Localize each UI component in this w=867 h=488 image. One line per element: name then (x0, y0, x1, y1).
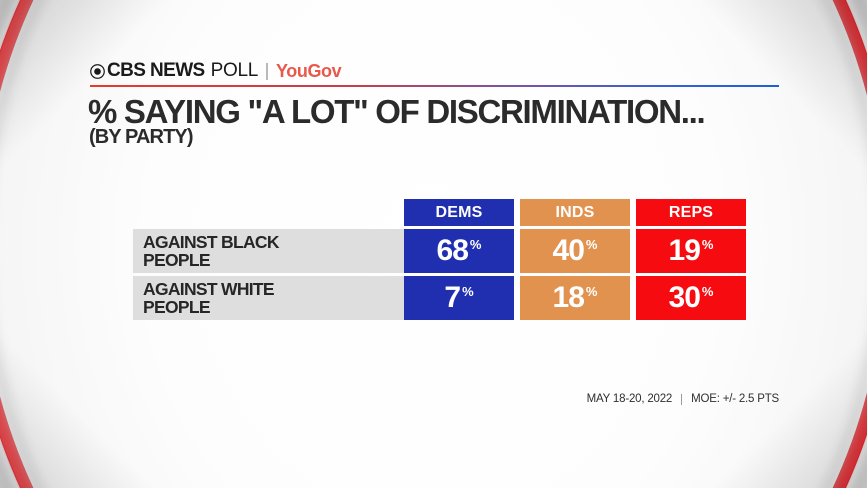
cell-dems-against-white-people: 7 % (404, 276, 514, 320)
cell-dems-against-black-people: 68 % (404, 229, 514, 273)
footer-note: MAY 18-20, 2022 MOE: +/- 2.5 PTS (586, 393, 780, 405)
cell-value: 7 (444, 281, 461, 314)
brand-rule (90, 85, 779, 87)
cell-inds-against-black-people: 40 % (520, 229, 630, 273)
row-label-against-black-people: AGAINST BLACK PEOPLE (133, 229, 404, 273)
cbs-eye-icon (90, 63, 105, 79)
poll-dates: MAY 18-20, 2022 (586, 393, 673, 405)
cell-value: 68 (436, 234, 469, 267)
brand-network: CBS NEWS (107, 60, 205, 81)
cell-value: 19 (668, 234, 701, 267)
percent-symbol: % (701, 284, 714, 299)
page-subtitle: (BY PARTY) (89, 126, 194, 148)
margin-of-error: MOE: +/- 2.5 PTS (691, 393, 779, 405)
row-label-against-white-people: AGAINST WHITE PEOPLE (133, 276, 404, 320)
brand-bar: CBS NEWS POLL YouGov (90, 60, 342, 81)
percent-symbol: % (701, 237, 714, 252)
cell-value: 30 (668, 281, 701, 314)
cell-inds-against-white-people: 18 % (520, 276, 630, 320)
footer-divider (681, 393, 683, 405)
cell-reps-against-white-people: 30 % (636, 276, 746, 320)
page-title: % SAYING "A LOT" OF DISCRIMINATION... (88, 93, 706, 130)
cell-value: 18 (552, 281, 585, 314)
cell-value: 40 (552, 234, 585, 267)
row-label-text: AGAINST WHITE PEOPLE (143, 279, 275, 317)
table-header-row: DEMS INDS REPS (404, 199, 746, 226)
column-header-dems: DEMS (404, 199, 514, 226)
row-label-text: AGAINST BLACK PEOPLE (143, 232, 279, 270)
table-row: AGAINST BLACK PEOPLE 68 % 40 % 19 % (133, 229, 746, 273)
brand-partner: YouGov (276, 60, 342, 81)
percent-symbol: % (462, 284, 474, 299)
brand-divider (266, 62, 268, 80)
table-row: AGAINST WHITE PEOPLE 7 % 18 % 30 % (133, 276, 746, 320)
brand-poll-word: POLL (210, 60, 259, 81)
cell-reps-against-black-people: 19 % (636, 229, 746, 273)
percent-symbol: % (585, 237, 598, 252)
column-header-inds: INDS (520, 199, 630, 226)
column-header-reps: REPS (636, 199, 746, 226)
percent-symbol: % (469, 237, 482, 252)
percent-symbol: % (585, 284, 598, 299)
poll-results-table: DEMS INDS REPS AGAINST BLACK PEOPLE 68 %… (133, 199, 746, 320)
